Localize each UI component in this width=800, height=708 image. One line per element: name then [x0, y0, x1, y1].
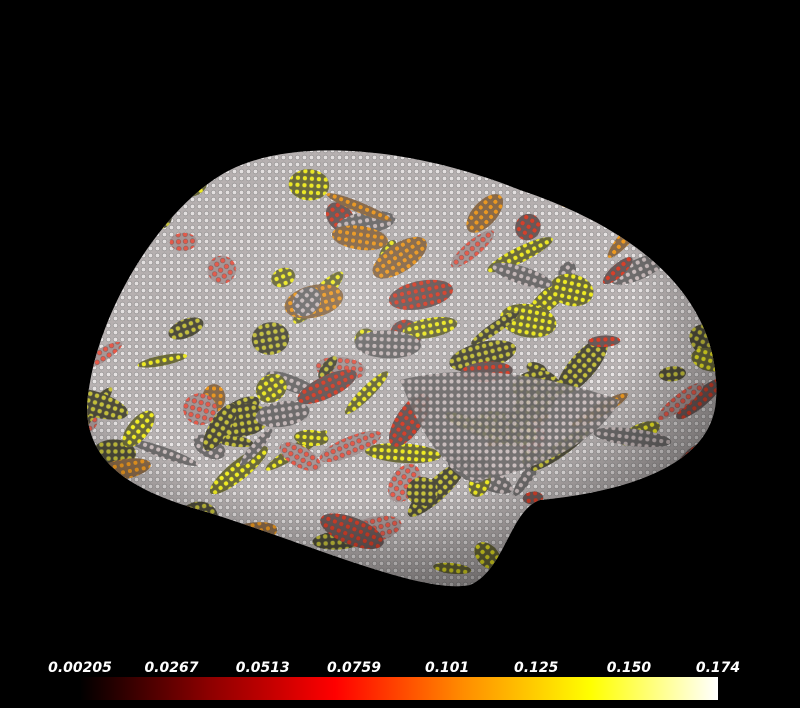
surface-patch [241, 566, 318, 587]
surface-patch [256, 579, 276, 587]
surface-patch [635, 519, 705, 560]
surface-patch [452, 150, 491, 167]
surface-patch [541, 178, 579, 199]
surface-shading [87, 150, 717, 587]
surface-patch [639, 478, 704, 506]
colorbar-tick-label: 0.00205 [48, 660, 112, 676]
surface-patch [536, 545, 571, 579]
surface-patch [622, 512, 663, 539]
surface-patch [509, 535, 538, 555]
surface-patch [497, 567, 567, 587]
surface-patch [574, 522, 603, 551]
surface-patch [117, 158, 158, 193]
surface-patch [579, 505, 600, 525]
surface-patch [652, 505, 712, 560]
surface-patch [525, 548, 580, 587]
surface-patch [511, 526, 570, 557]
surface-patch [603, 490, 666, 531]
surface-patch [89, 150, 137, 182]
surface-patch [87, 573, 104, 587]
surface-patch [87, 512, 112, 528]
colorbar-tick-label: 0.0513 [236, 660, 290, 676]
surface-patch [677, 561, 698, 579]
surface-patch [87, 203, 129, 249]
surface-patch [511, 557, 564, 583]
surface-patch [535, 527, 559, 545]
surface-patch [602, 523, 654, 568]
surface-patch [618, 495, 650, 521]
colorbar-tick-label: 0.101 [425, 660, 469, 676]
colorbar-tick-label: 0.0759 [327, 660, 381, 676]
surface-patch [562, 558, 581, 581]
surface-patch [629, 191, 676, 213]
surface-patch [639, 227, 697, 248]
surface-patch [658, 150, 681, 164]
surface-patch [599, 173, 637, 201]
surface-patch [375, 576, 400, 587]
colorbar [80, 677, 718, 700]
surface-patch [572, 532, 641, 574]
surface-patch [657, 493, 684, 517]
surface-patch [94, 199, 113, 221]
surface-patch [87, 150, 101, 168]
surface-patch [87, 547, 99, 563]
surface-patch [611, 494, 647, 522]
surface-patch [669, 484, 717, 521]
colorbar-tick-label: 0.125 [514, 660, 559, 676]
surface-patch [595, 567, 668, 587]
colorbar-tick-label: 0.150 [607, 660, 652, 676]
colorbar-tick-label: 0.0267 [144, 660, 198, 676]
colorbar-tick-label: 0.174 [696, 660, 740, 676]
surface-patch [632, 548, 677, 584]
